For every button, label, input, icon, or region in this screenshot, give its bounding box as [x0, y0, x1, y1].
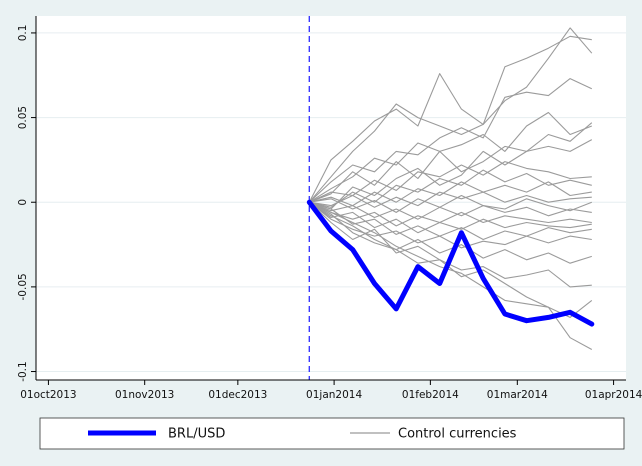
y-tick-label: -0.1: [17, 361, 29, 382]
control-currency-line-17: [308, 201, 592, 288]
control-currency-line-6: [309, 161, 592, 203]
control-currency-line-18: [309, 201, 593, 318]
control-currency-line-11: [309, 201, 592, 220]
brl-usd-series: [306, 199, 595, 327]
control-currency-line-4: [309, 122, 593, 203]
control-currency-lines: [308, 27, 593, 350]
x-tick-label: 01nov2013: [115, 389, 174, 401]
control-currency-line-15: [308, 201, 592, 249]
legend-box: [39, 417, 625, 450]
y-tick-label: 0.1: [17, 25, 29, 42]
x-tick-label: 01oct2013: [20, 389, 76, 401]
control-currency-line-0: [308, 27, 593, 203]
x-tick-label: 01jan2014: [306, 389, 362, 401]
control-currency-line-2: [308, 78, 593, 203]
control-currency-line-12: [309, 201, 592, 227]
x-axis: 01oct2013 01nov2013 01dec2013 01jan2014 01fe…: [20, 379, 642, 401]
control-currency-line-16: [309, 201, 592, 264]
x-tick-label: 01dec2013: [208, 389, 267, 401]
control-currency-line-19: [309, 201, 593, 350]
y-tick-label: -0.05: [17, 273, 29, 300]
control-currency-line-1: [308, 35, 592, 203]
series-line-brl-usd: [306, 199, 595, 327]
x-tick-label: 01apr2014: [585, 389, 642, 401]
gridlines: [36, 32, 626, 373]
y-axis: 0.1 0.05 0 -0.05 -0.1: [17, 16, 37, 382]
x-tick-label: 01feb2014: [402, 389, 459, 401]
control-currency-line-14: [309, 201, 592, 241]
control-currency-line-5: [309, 139, 593, 210]
y-tick-label: 0: [17, 199, 29, 206]
y-tick-label: 0.05: [17, 106, 29, 129]
x-tick-label: 01mar2014: [487, 389, 548, 401]
control-currency-line-8: [309, 181, 592, 207]
plot-area: [36, 16, 626, 380]
control-currency-line-13: [308, 201, 592, 234]
legend-label-control-currencies: Control currencies: [398, 427, 517, 442]
legend: BRL/USD Control currencies: [39, 417, 625, 450]
legend-label-brl-usd: BRL/USD: [168, 427, 225, 442]
control-currency-line-9: [309, 191, 592, 208]
